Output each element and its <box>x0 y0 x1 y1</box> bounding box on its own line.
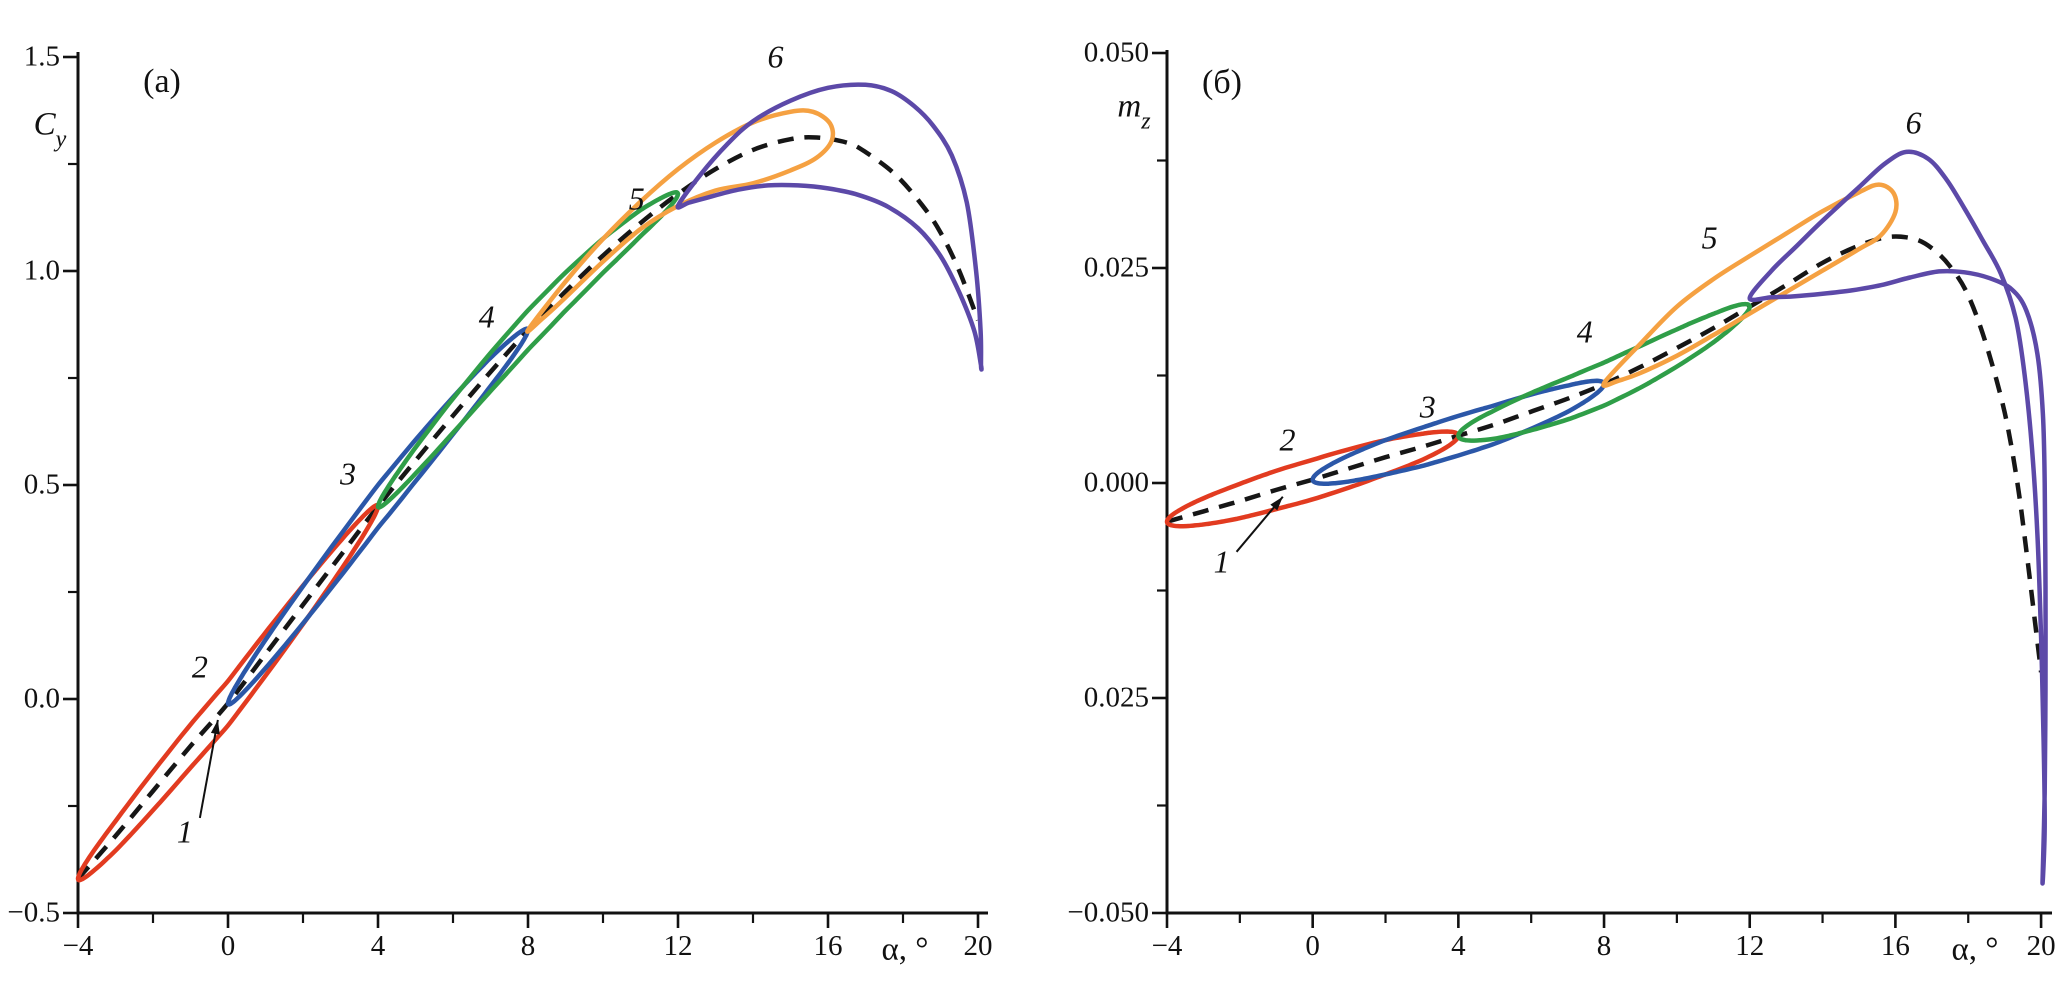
a-x-tick-label-1: 0 <box>220 930 236 962</box>
a-curve-label-5: 5 <box>628 180 645 217</box>
a-loop-5-curve <box>525 108 836 334</box>
b-x-tick-label-4: 12 <box>1735 930 1765 962</box>
b-x-tick-label-3: 8 <box>1596 930 1612 962</box>
b-x-tick-label-0: −4 <box>1151 930 1183 962</box>
b-curve-label-2: 2 <box>1279 421 1296 458</box>
panel-b-y-letter: m <box>1117 88 1142 125</box>
b-x-tick-label-5: 16 <box>1880 930 1910 962</box>
b-label-1-arrowhead <box>1270 496 1283 511</box>
b-curve-label-4: 4 <box>1576 313 1593 350</box>
b-x-tick-label-6: 20 <box>2026 930 2056 962</box>
b-x-tick-label-2: 4 <box>1451 930 1466 962</box>
panel-a-y-letter: C <box>33 106 56 143</box>
b-loop-5-curve <box>1601 182 1899 388</box>
panel-a-y-axis-title: Cy <box>33 106 67 153</box>
a-loop-2-curve <box>75 502 381 883</box>
b-curve-label-3: 3 <box>1419 388 1436 425</box>
b-y-tick-label-1: 0.025 <box>1083 681 1149 714</box>
a-label-1-leader-line <box>198 719 219 819</box>
a-x-tick-label-2: 4 <box>370 930 386 962</box>
b-y-tick-label-4: 0.050 <box>1083 36 1149 69</box>
panel-a-x-axis-title: α, ° <box>881 931 929 968</box>
a-static-curve-dashed <box>76 134 981 881</box>
a-y-tick-label-2: 0.5 <box>23 468 60 501</box>
b-loop-4-curve <box>1456 301 1753 443</box>
b-curve-label-1: 1 <box>1213 543 1230 580</box>
a-y-tick-label-3: 1.0 <box>23 254 60 287</box>
panel-b-y-axis-title: mz <box>1117 88 1151 135</box>
panel-b-label: (б) <box>1202 64 1242 101</box>
a-y-tick-label-0: −0.5 <box>7 896 60 929</box>
a-loop-6-curve <box>675 82 984 372</box>
b-static-curve-dashed <box>1166 234 2044 673</box>
panel-a-y-sub: y <box>55 126 67 153</box>
a-x-tick-label-4: 12 <box>663 930 693 962</box>
a-y-tick-label-1: 0.0 <box>23 682 60 715</box>
panel-b-y-sub: z <box>1141 108 1151 135</box>
a-x-tick-label-6: 20 <box>963 930 993 962</box>
a-loop-4-curve <box>375 190 681 510</box>
a-loop-3-curve <box>225 326 531 707</box>
b-loop-6-curve <box>1747 149 2048 886</box>
b-y-tick-label-2: 0.000 <box>1083 466 1149 499</box>
a-x-tick-label-5: 16 <box>813 930 843 962</box>
b-y-tick-label-3: 0.025 <box>1083 251 1149 284</box>
a-curve-label-4: 4 <box>478 298 495 335</box>
a-curve-label-2: 2 <box>191 648 208 685</box>
b-x-tick-label-1: 0 <box>1305 930 1320 962</box>
a-curve-label-3: 3 <box>340 455 356 492</box>
b-curve-label-5: 5 <box>1701 219 1718 256</box>
b-curve-label-6: 6 <box>1905 104 1922 141</box>
a-curve-label-1: 1 <box>176 813 193 850</box>
a-curve-label-6: 6 <box>767 38 784 75</box>
a-x-tick-label-3: 8 <box>520 930 536 962</box>
a-label-1-arrowhead <box>210 719 220 735</box>
a-x-tick-label-0: −4 <box>62 930 94 962</box>
panel-a-label: (a) <box>143 63 181 100</box>
panel-b-x-axis-title: α, ° <box>1951 931 1999 968</box>
a-y-tick-label-4: 1.5 <box>23 40 60 73</box>
b-y-tick-label-0: −0.050 <box>1067 896 1149 929</box>
